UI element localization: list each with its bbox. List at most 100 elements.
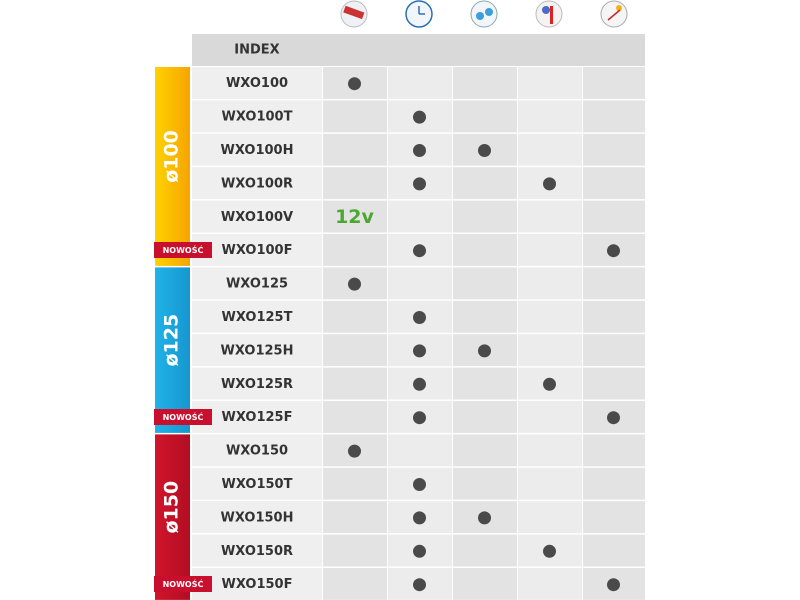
model-name: WXO125H <box>221 343 294 358</box>
group-label: ø100 <box>161 130 183 183</box>
cell <box>583 100 645 133</box>
cell <box>518 434 582 467</box>
model-name: WXO100F <box>222 243 293 258</box>
dot <box>543 377 556 391</box>
model-name: WXO125T <box>222 310 293 325</box>
model-name: WXO100H <box>221 143 294 158</box>
cell <box>583 67 645 99</box>
group-bar <box>155 434 190 600</box>
dot <box>413 110 426 124</box>
cell <box>388 267 452 300</box>
model-name: WXO100V <box>221 210 293 225</box>
cell <box>518 467 582 500</box>
dot <box>607 578 620 592</box>
dot <box>413 478 426 491</box>
cell <box>453 568 517 600</box>
badge-bg <box>154 242 212 258</box>
badge-bg <box>154 576 212 592</box>
cell <box>583 501 645 534</box>
cell <box>518 401 582 433</box>
dot <box>348 277 361 291</box>
cell <box>388 67 452 99</box>
cell <box>323 401 387 433</box>
cell <box>518 300 582 333</box>
model-name: WXO150F <box>222 577 293 592</box>
dot <box>348 444 361 458</box>
cell <box>323 534 387 567</box>
label-cell <box>192 467 322 500</box>
dot <box>413 244 426 258</box>
cell <box>518 568 582 600</box>
dot <box>478 511 491 525</box>
dot <box>413 311 426 324</box>
cell <box>453 267 517 300</box>
cell <box>453 467 517 500</box>
dot <box>543 544 556 558</box>
model-name: WXO150 <box>226 444 288 459</box>
label-cell <box>192 100 322 133</box>
cell <box>518 267 582 300</box>
cell <box>453 234 517 266</box>
cell <box>583 267 645 300</box>
dot <box>348 77 361 91</box>
badge-bg <box>154 409 212 425</box>
dot <box>478 144 491 157</box>
cell <box>323 100 387 133</box>
cell <box>583 434 645 467</box>
label-cell <box>192 133 322 166</box>
group-bar <box>155 67 190 266</box>
cell <box>323 133 387 166</box>
cell <box>518 100 582 133</box>
label-cell <box>192 501 322 534</box>
dot <box>607 244 620 258</box>
feature-icons <box>340 0 628 28</box>
cell <box>518 501 582 534</box>
cell <box>453 367 517 400</box>
badge: NOWOŚĆ <box>163 411 204 422</box>
dot <box>478 344 491 358</box>
cell <box>453 67 517 99</box>
badge: NOWOŚĆ <box>163 244 204 255</box>
dot <box>413 511 426 525</box>
model-name: WXO100 <box>226 76 288 91</box>
dot <box>413 377 426 391</box>
cell <box>453 200 517 233</box>
cell <box>583 300 645 333</box>
model-name: WXO125R <box>221 377 293 392</box>
cell <box>388 200 452 233</box>
cell <box>583 200 645 233</box>
cell <box>583 367 645 400</box>
label-cell <box>192 534 322 567</box>
group-label: ø150 <box>161 481 183 534</box>
badge: NOWOŚĆ <box>163 578 204 589</box>
cell <box>453 534 517 567</box>
cell <box>583 167 645 200</box>
dot <box>413 544 426 558</box>
cell <box>518 133 582 166</box>
cell <box>518 234 582 266</box>
cell <box>583 467 645 500</box>
cell <box>583 534 645 567</box>
model-name: WXO125F <box>222 410 293 425</box>
label-cell <box>192 67 322 99</box>
label-cell <box>192 234 322 266</box>
dot <box>543 177 556 191</box>
cell <box>323 501 387 534</box>
label-cell <box>192 367 322 400</box>
cell <box>453 434 517 467</box>
index-header: INDEX <box>234 43 279 58</box>
dot <box>413 144 426 157</box>
cell <box>323 467 387 500</box>
model-name: WXO150T <box>222 477 293 492</box>
cell <box>453 167 517 200</box>
group-label: ø125 <box>161 314 183 367</box>
cell <box>453 100 517 133</box>
dot <box>607 411 620 425</box>
model-name: WXO125 <box>226 277 288 292</box>
cell <box>518 200 582 233</box>
label-cell <box>192 200 322 233</box>
header-bar <box>192 34 645 66</box>
label-cell <box>192 334 322 367</box>
label-cell <box>192 568 322 600</box>
label-cell <box>192 401 322 433</box>
